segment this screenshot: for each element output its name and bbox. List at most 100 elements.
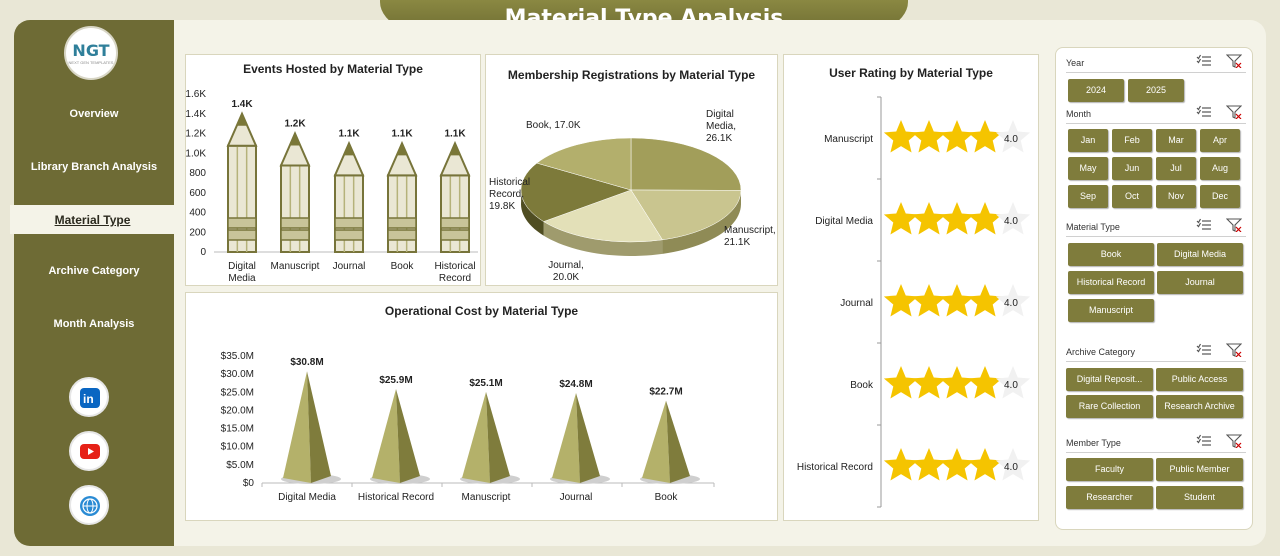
multi-select-icon[interactable] — [1196, 105, 1212, 124]
x-tick-label: Book — [391, 261, 415, 272]
member-chip[interactable]: Researcher — [1066, 486, 1153, 509]
pencil-band — [440, 229, 470, 241]
pencil-bar — [386, 140, 418, 253]
pencil-tip — [279, 131, 311, 167]
archive-chip[interactable]: Digital Reposit... — [1066, 368, 1153, 391]
pencil-band — [440, 217, 470, 229]
material-chip[interactable]: Book — [1068, 243, 1154, 266]
x-tick-label: Book — [655, 492, 679, 503]
data-label: 4.0 — [1004, 134, 1018, 145]
month-chip[interactable]: Feb — [1112, 129, 1152, 152]
data-label: $22.7M — [649, 387, 682, 398]
pencil-band — [334, 229, 364, 241]
month-chip[interactable]: Jul — [1156, 157, 1196, 180]
multi-select-icon[interactable] — [1196, 434, 1212, 453]
rating-chart-card: User Rating by Material Type Manuscript 4… — [783, 54, 1039, 521]
y-tick-label: $5.0M — [226, 460, 254, 471]
globe-icon — [80, 496, 100, 516]
archive-chip[interactable]: Research Archive — [1156, 395, 1243, 418]
star-empty-icon — [995, 284, 1031, 317]
pie-label: 20.0K — [553, 272, 579, 283]
x-tick-label: Manuscript — [271, 261, 320, 272]
clear-filter-icon[interactable] — [1225, 54, 1243, 73]
material-filter-label: Material Type — [1066, 222, 1120, 232]
star-filled-icon — [883, 366, 919, 399]
y-tick-label: Manuscript — [824, 134, 873, 145]
clear-filter-icon[interactable] — [1225, 218, 1243, 237]
month-chip[interactable]: May — [1068, 157, 1108, 180]
nav-overview[interactable]: Overview — [69, 108, 119, 120]
nav-archive-category[interactable]: Archive Category — [48, 265, 140, 277]
material-chip[interactable]: Journal — [1157, 271, 1243, 294]
material-chip[interactable]: Historical Record — [1068, 271, 1154, 294]
month-chip[interactable]: Jun — [1112, 157, 1152, 180]
data-label: 1.2K — [284, 119, 306, 130]
year-chip[interactable]: 2025 — [1128, 79, 1184, 102]
month-chip[interactable]: Sep — [1068, 185, 1108, 208]
y-tick-label: 1.0K — [186, 148, 206, 159]
linkedin-button[interactable]: in — [69, 377, 109, 417]
youtube-button[interactable] — [69, 431, 109, 471]
nav-library-branch-analysis[interactable]: Library Branch Analysis — [30, 161, 158, 173]
material-chip[interactable]: Manuscript — [1068, 299, 1154, 322]
pencil-band — [280, 229, 310, 241]
pie-label: 21.1K — [724, 237, 750, 248]
cost-chart-card: Operational Cost by Material Type $35.0M… — [185, 292, 778, 521]
membership-chart-title: Membership Registrations by Material Typ… — [507, 68, 756, 82]
member-chip[interactable]: Public Member — [1156, 458, 1243, 481]
star-filled-icon — [939, 120, 975, 153]
star-filled-icon — [939, 284, 975, 317]
x-tick-label: Historical Record — [358, 492, 434, 503]
clear-filter-icon[interactable] — [1225, 343, 1243, 362]
y-tick-label: 0 — [200, 247, 206, 258]
data-label: 4.0 — [1004, 462, 1018, 473]
pencil-tip — [226, 111, 258, 147]
pencil-band — [280, 217, 310, 229]
multi-select-icon[interactable] — [1196, 218, 1212, 237]
month-chip[interactable]: Dec — [1200, 185, 1240, 208]
archive-chip[interactable]: Public Access — [1156, 368, 1243, 391]
archive-chip[interactable]: Rare Collection — [1066, 395, 1153, 418]
pyramid-face — [283, 371, 311, 483]
month-chip[interactable]: Mar — [1156, 129, 1196, 152]
clear-filter-icon[interactable] — [1225, 105, 1243, 124]
star-empty-icon — [995, 120, 1031, 153]
pie-slice — [536, 137, 632, 191]
month-chip[interactable]: Aug — [1200, 157, 1240, 180]
month-chip[interactable]: Nov — [1156, 185, 1196, 208]
y-tick-label: $25.0M — [221, 387, 254, 398]
multi-select-icon[interactable] — [1196, 343, 1212, 362]
pie-label: Media, — [706, 121, 736, 132]
star-empty-icon — [995, 366, 1031, 399]
pie-label: Digital — [706, 109, 734, 120]
clear-filter-icon[interactable] — [1225, 434, 1243, 453]
events-chart: 1.6K 1.4K 1.2K 1.0K 800 600 400 200 0 1.4K Digital… — [186, 89, 478, 284]
year-chip[interactable]: 2024 — [1068, 79, 1124, 102]
multi-select-icon[interactable] — [1196, 54, 1212, 73]
data-label: 1.1K — [391, 128, 413, 139]
youtube-icon — [80, 444, 100, 459]
pie-label: Manuscript, — [724, 225, 776, 236]
data-label: 4.0 — [1004, 298, 1018, 309]
member-chip[interactable]: Student — [1156, 486, 1243, 509]
star-filled-icon — [939, 448, 975, 481]
pie-label: Book, 17.0K — [526, 120, 581, 131]
website-button[interactable] — [69, 485, 109, 525]
filter-panel: Year 2024 2025 Month Jan Feb Mar Apr May Jun J… — [1055, 47, 1253, 530]
nav-material-type[interactable]: Material Type — [10, 205, 175, 234]
member-chip[interactable]: Faculty — [1066, 458, 1153, 481]
pyramid-side — [396, 389, 420, 483]
y-tick-label: 400 — [189, 208, 206, 219]
y-tick-label: Digital Media — [815, 216, 873, 227]
data-label: 1.1K — [338, 128, 360, 139]
star-filled-icon — [967, 120, 1003, 153]
material-chip[interactable]: Digital Media — [1157, 243, 1243, 266]
nav-month-analysis[interactable]: Month Analysis — [53, 318, 135, 330]
month-chip[interactable]: Oct — [1112, 185, 1152, 208]
logo: NGT NEXT GEN TEMPLATES — [64, 26, 118, 80]
y-tick-label: $10.0M — [221, 442, 254, 453]
y-tick-label: $15.0M — [221, 424, 254, 435]
month-chip[interactable]: Jan — [1068, 129, 1108, 152]
month-chip[interactable]: Apr — [1200, 129, 1240, 152]
